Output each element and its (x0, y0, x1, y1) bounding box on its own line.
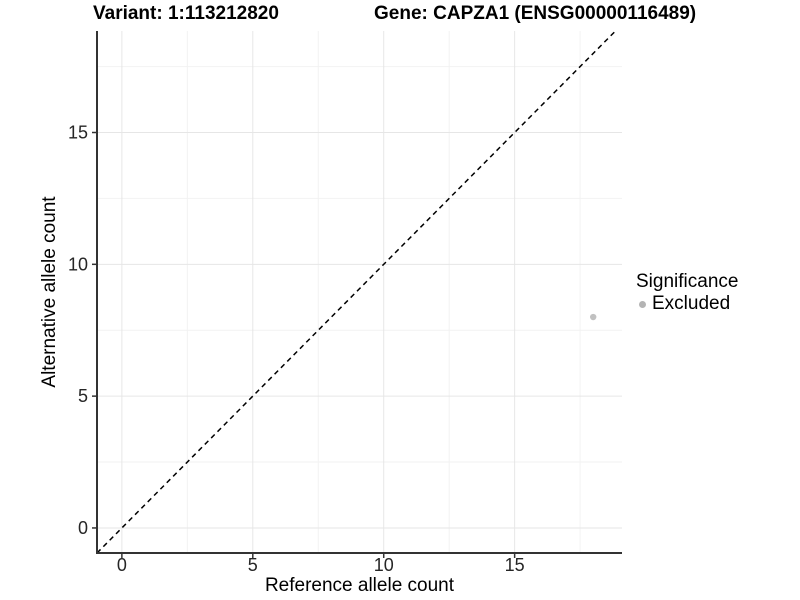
x-tick-label: 5 (248, 555, 258, 575)
legend-item-excluded: Excluded (636, 293, 738, 315)
gene-title: Gene: CAPZA1 (ENSG00000116489) (374, 3, 697, 24)
x-axis-title: Reference allele count (264, 575, 455, 596)
legend-item-label: Excluded (652, 293, 731, 314)
legend-point-icon (639, 300, 646, 308)
y-axis-title: Alternative allele count (39, 196, 60, 388)
y-tick-label: 10 (68, 254, 88, 274)
y-tick-label: 0 (78, 518, 88, 538)
x-tick-label: 0 (117, 555, 127, 575)
y-tick-label: 5 (78, 386, 88, 406)
legend-title: Significance (636, 271, 739, 292)
identity-line (96, 30, 616, 554)
data-point (589, 313, 597, 321)
legend: Significance Excluded (636, 270, 738, 315)
x-tick-label: 10 (374, 555, 394, 575)
x-tick-label: 15 (505, 555, 525, 575)
y-tick-label: 15 (68, 123, 88, 143)
variant-title: Variant: 1:113212820 (93, 3, 279, 24)
